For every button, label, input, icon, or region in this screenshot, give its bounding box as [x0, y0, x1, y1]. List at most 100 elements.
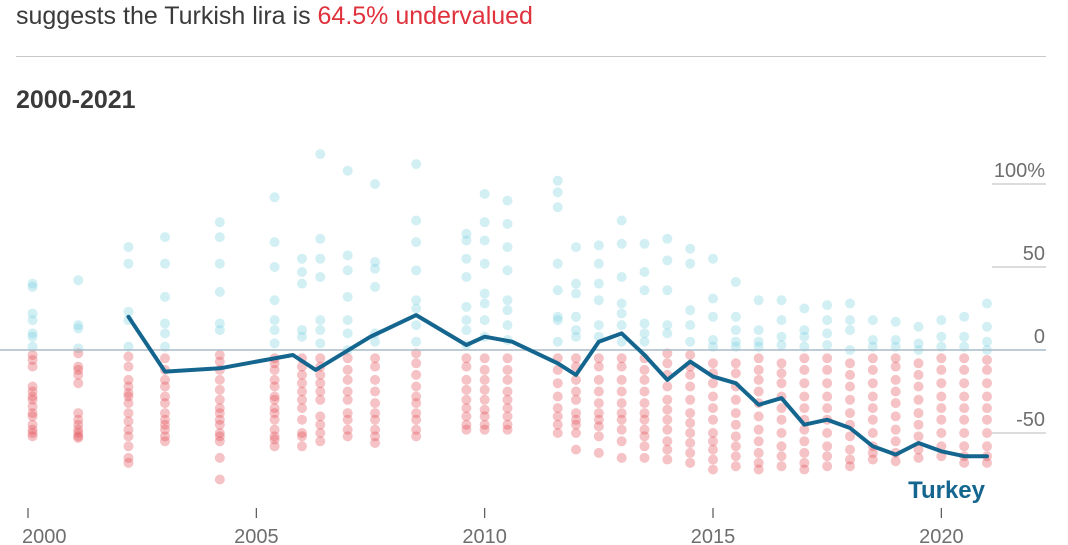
data-point — [571, 278, 581, 289]
data-point — [708, 403, 718, 414]
data-point — [297, 414, 307, 425]
data-point — [461, 253, 472, 264]
data-point — [411, 159, 422, 170]
data-point — [479, 394, 490, 405]
data-point — [461, 315, 472, 326]
data-point — [479, 404, 490, 415]
data-point — [411, 295, 422, 306]
data-point — [297, 253, 307, 264]
chart-subtitle: 2000-2021 — [16, 86, 136, 114]
data-point — [867, 378, 878, 389]
data-point — [123, 408, 134, 419]
data-point — [959, 331, 970, 342]
data-point — [753, 336, 764, 347]
data-point — [708, 335, 718, 346]
data-point — [753, 341, 764, 352]
data-point — [730, 461, 741, 472]
data-point — [730, 408, 741, 419]
data-point — [959, 428, 970, 438]
data-point — [799, 391, 810, 402]
headline-text: suggests the Turkish lira is — [16, 2, 318, 30]
data-point — [639, 452, 650, 463]
data-point — [708, 414, 718, 425]
data-point — [959, 403, 970, 414]
data-point — [123, 431, 134, 442]
data-point — [662, 404, 673, 415]
data-point — [370, 179, 381, 189]
data-point — [959, 341, 970, 352]
turkey-series — [126, 313, 989, 459]
data-point — [27, 411, 38, 422]
data-point — [776, 340, 787, 351]
data-point — [730, 341, 741, 352]
data-point — [123, 457, 134, 468]
data-point — [730, 311, 741, 322]
data-point — [27, 331, 38, 342]
data-point — [479, 424, 490, 435]
data-point — [411, 381, 422, 392]
data-point — [890, 341, 901, 352]
data-point — [411, 414, 422, 425]
data-point — [502, 386, 513, 397]
data-point — [269, 403, 280, 414]
data-point — [799, 341, 810, 352]
x-tick-label: 2010 — [462, 526, 507, 545]
data-point — [730, 336, 741, 347]
data-point — [708, 311, 718, 322]
data-point — [552, 428, 563, 438]
data-point — [160, 291, 170, 302]
data-point — [502, 424, 513, 435]
data-point — [753, 295, 764, 306]
data-point — [73, 419, 84, 430]
data-point — [822, 461, 833, 472]
data-point — [73, 348, 84, 359]
data-point — [936, 353, 947, 364]
data-point — [411, 431, 422, 442]
data-point — [982, 414, 992, 425]
data-point — [616, 298, 627, 309]
data-point — [552, 187, 563, 198]
data-point — [639, 266, 650, 277]
data-point — [479, 288, 490, 299]
data-point — [214, 356, 225, 367]
data-point — [73, 323, 84, 334]
data-point — [890, 353, 901, 364]
data-point — [616, 424, 627, 435]
data-point — [315, 369, 326, 380]
data-point — [73, 378, 84, 389]
data-point — [297, 325, 307, 336]
data-point — [342, 328, 353, 339]
data-point — [616, 308, 627, 319]
data-point — [411, 348, 422, 359]
data-point — [936, 403, 947, 414]
data-point — [297, 431, 307, 442]
data-point — [461, 374, 472, 385]
data-point — [342, 291, 353, 302]
data-point — [160, 391, 170, 402]
data-point — [160, 408, 170, 419]
data-point — [411, 320, 422, 331]
data-point — [502, 305, 513, 316]
data-point — [662, 424, 673, 435]
data-point — [502, 265, 513, 276]
data-point — [27, 386, 38, 397]
data-point — [616, 238, 627, 249]
data-point — [160, 419, 170, 430]
data-point — [315, 253, 326, 264]
data-point — [822, 403, 833, 414]
data-point — [822, 391, 833, 402]
data-point — [959, 311, 970, 322]
data-point — [370, 281, 381, 292]
data-point — [616, 361, 627, 372]
data-point — [708, 391, 718, 402]
data-point — [160, 436, 170, 447]
data-point — [502, 195, 513, 206]
data-point — [411, 358, 422, 369]
data-point — [269, 431, 280, 442]
data-point — [799, 353, 810, 364]
data-point — [936, 378, 947, 389]
data-point — [315, 428, 326, 438]
data-point — [639, 374, 650, 385]
data-point — [867, 341, 878, 352]
data-point — [799, 424, 810, 435]
